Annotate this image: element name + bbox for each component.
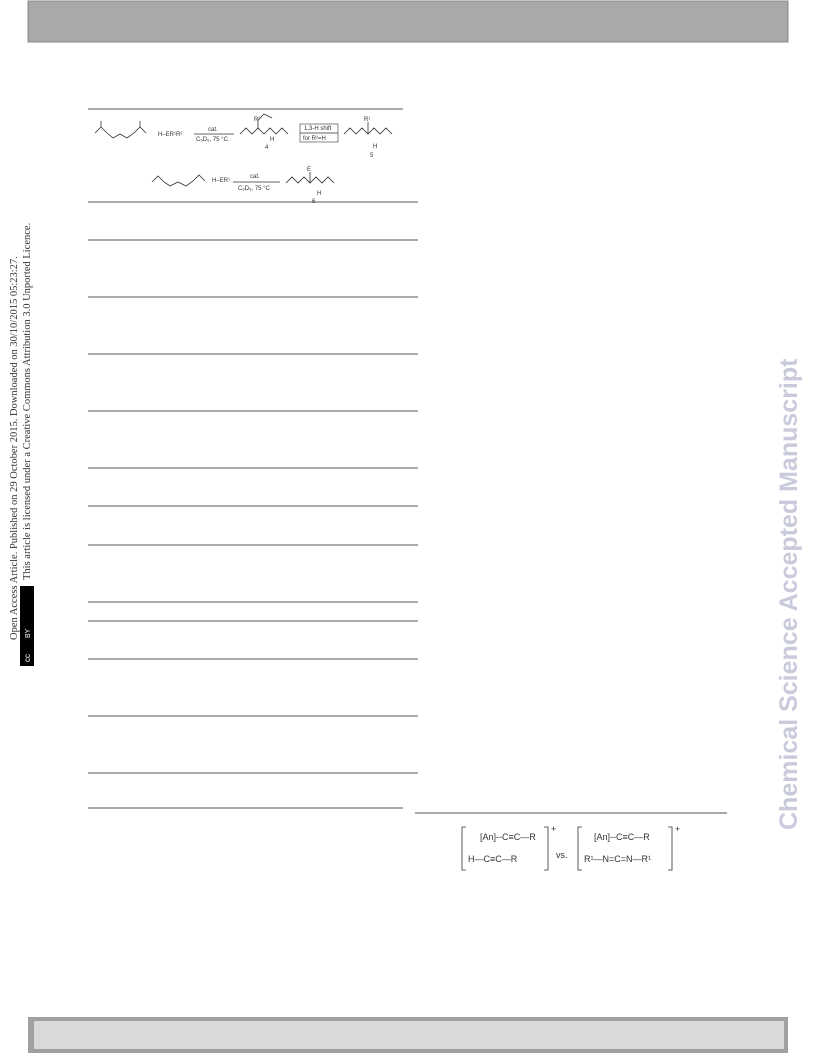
- label: 6: [312, 199, 316, 205]
- charge: +: [551, 824, 556, 834]
- shift-condition: for R²=H: [303, 136, 326, 142]
- atom: H: [373, 144, 377, 150]
- reagent: H–ER¹R²: [158, 132, 182, 138]
- atom: E: [307, 167, 311, 173]
- notice-line: This article is licensed under a Creativ…: [22, 223, 33, 580]
- cc-badge: [20, 586, 34, 666]
- catalyst: cat.: [250, 174, 260, 180]
- atom: R¹: [254, 117, 260, 123]
- label: 4: [265, 145, 269, 151]
- solvent: C₆D₆, 75 °C: [238, 186, 271, 192]
- reagent: H–ER¹: [212, 178, 230, 184]
- charge: +: [675, 824, 680, 834]
- side-notice: Open Access Article. Published on 29 Oct…: [9, 223, 34, 666]
- complex: R¹—N=C=N—R¹: [584, 854, 651, 864]
- versus: vs.: [556, 850, 568, 860]
- watermark: Chemical Science Accepted Manuscript: [775, 358, 803, 830]
- footer-inner: [34, 1021, 784, 1049]
- comparison: [An]--C≡C—R H—C≡C—R + vs. [An]--C≡C—R R¹…: [461, 824, 680, 871]
- badge-text: cc: [23, 654, 32, 662]
- complex: [An]--C≡C—R: [480, 832, 536, 842]
- atom: H: [270, 137, 274, 143]
- atom: H: [317, 191, 321, 197]
- notice-line: Open Access Article. Published on 29 Oct…: [9, 256, 20, 640]
- complex: [An]--C≡C—R: [594, 832, 650, 842]
- shift: 1,3-H shift: [304, 126, 332, 132]
- header-bar: [27, 0, 789, 43]
- table-rules: [88, 108, 727, 814]
- badge-text: BY: [25, 628, 32, 638]
- atom: R¹: [364, 117, 370, 123]
- scheme: H–ER¹R² cat. C₆D₆, 75 °C R¹ 4 H 1,3-H sh…: [94, 113, 393, 205]
- solvent: C₆D₆, 75 °C: [196, 137, 229, 143]
- complex: H—C≡C—R: [468, 854, 518, 864]
- label: 5: [370, 153, 374, 159]
- catalyst: cat.: [208, 127, 218, 133]
